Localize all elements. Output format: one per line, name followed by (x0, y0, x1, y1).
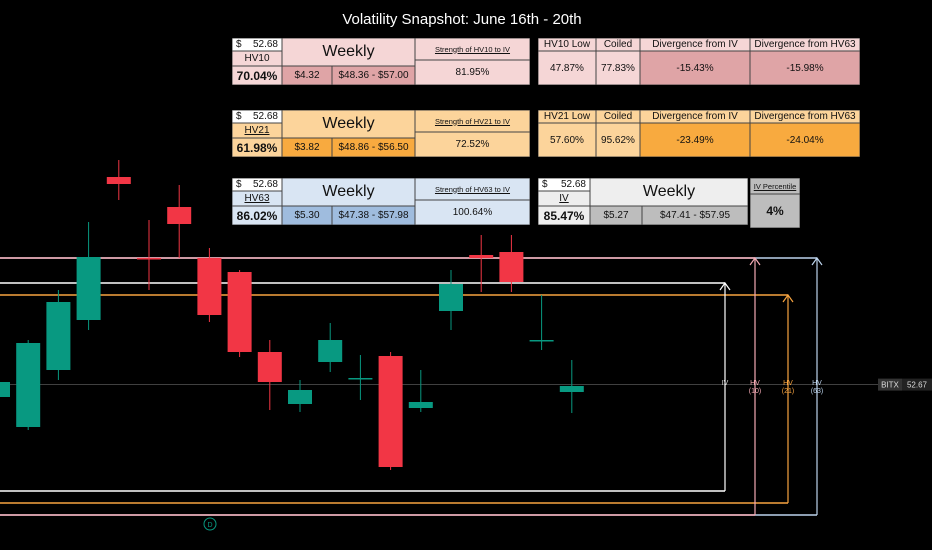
strength-value: 72.52% (415, 132, 530, 157)
candle-body (106, 177, 131, 184)
stat-header: Divergence from IV (640, 110, 750, 123)
candle-body (137, 258, 161, 260)
stat-header: Divergence from HV63 (750, 38, 860, 51)
candle-body (559, 386, 584, 392)
price: 52.68 (252, 39, 278, 50)
stat-value: -15.98% (750, 51, 860, 85)
stat-value: -15.43% (640, 51, 750, 85)
panel-label: IV (538, 191, 590, 206)
candle-body (167, 207, 192, 224)
stat-header: HV10 Low (538, 38, 596, 51)
panel-value: 86.02% (232, 206, 282, 225)
stat-value: 77.83% (596, 51, 640, 85)
period: Weekly (282, 38, 415, 66)
stat-value: 47.87% (538, 51, 596, 85)
symbol-label: BITX (881, 381, 899, 390)
price: 52.68 (252, 111, 278, 122)
expected-move: $5.30 (282, 206, 332, 225)
expected-range: $48.86 - $56.50 (332, 138, 415, 157)
candle-body (529, 340, 554, 342)
stat-header: Divergence from IV (640, 38, 750, 51)
price-cell: $52.68 (538, 178, 590, 191)
candle-body (257, 352, 282, 382)
stat-header: Divergence from HV63 (750, 110, 860, 123)
period: Weekly (282, 178, 415, 206)
stat-value: 57.60% (538, 123, 596, 157)
currency: $ (236, 111, 242, 122)
candle-body (16, 343, 41, 427)
currency: $ (236, 39, 242, 50)
currency: $ (542, 179, 548, 190)
expected-range: $47.41 - $57.95 (642, 206, 748, 225)
symbol-tag (878, 378, 902, 391)
level-label: HV (783, 380, 793, 387)
candle-body (46, 302, 71, 370)
arrow-head (811, 256, 823, 266)
price-cell: $52.68 (232, 38, 282, 51)
candle-body (227, 272, 252, 352)
level-label: HV (812, 380, 822, 387)
candle-body (469, 255, 494, 258)
panel-label: HV63 (232, 191, 282, 206)
panel-value: 70.04% (232, 66, 282, 85)
level-label: (10) (749, 388, 761, 395)
panel-value: 61.98% (232, 138, 282, 157)
candle-body (408, 402, 433, 408)
session-marker-label: D (207, 522, 212, 529)
level-label: IV (722, 380, 729, 387)
panel-label: HV10 (232, 51, 282, 66)
arrow-head (749, 256, 761, 266)
percentile-label: IV Percentile (750, 178, 800, 194)
strength-label: Strength of HV21 to IV (415, 110, 530, 132)
arrow-head (719, 281, 731, 291)
strength-value: 100.64% (415, 200, 530, 225)
candle-body (76, 257, 101, 320)
stat-header: HV21 Low (538, 110, 596, 123)
candle-body (499, 252, 524, 282)
price: 52.68 (560, 179, 586, 190)
stat-header: Coiled (596, 38, 640, 51)
candle-body (439, 284, 463, 311)
period: Weekly (282, 110, 415, 138)
level-label: (63) (811, 388, 823, 395)
stat-value: -23.49% (640, 123, 750, 157)
arrow-head (782, 293, 794, 303)
stat-header: Coiled (596, 110, 640, 123)
chart-title: Volatility Snapshot: June 16th - 20th (342, 11, 581, 28)
stat-value: -24.04% (750, 123, 860, 157)
candle-body (288, 390, 312, 404)
expected-move: $4.32 (282, 66, 332, 85)
session-marker (203, 517, 217, 531)
price-cell: $52.68 (232, 178, 282, 191)
expected-move: $5.27 (590, 206, 642, 225)
panel-value: 85.47% (538, 206, 590, 225)
price: 52.68 (252, 179, 278, 190)
expected-range: $48.36 - $57.00 (332, 66, 415, 85)
candle-body (0, 382, 10, 397)
level-label: (21) (782, 388, 794, 395)
price-tag (902, 378, 932, 391)
strength-value: 81.95% (415, 60, 530, 85)
price-label: 52.67 (907, 381, 928, 390)
period: Weekly (590, 178, 748, 206)
candle-body (348, 378, 373, 380)
expected-range: $47.38 - $57.98 (332, 206, 415, 225)
panel-label: HV21 (232, 123, 282, 138)
expected-move: $3.82 (282, 138, 332, 157)
price-cell: $52.68 (232, 110, 282, 123)
candle-body (318, 340, 343, 362)
level-label: HV (750, 380, 760, 387)
strength-label: Strength of HV63 to IV (415, 178, 530, 200)
candle-body (378, 356, 403, 467)
currency: $ (236, 179, 242, 190)
percentile-value: 4% (750, 194, 800, 228)
candle-body (197, 258, 222, 315)
strength-label: Strength of HV10 to IV (415, 38, 530, 60)
stat-value: 95.62% (596, 123, 640, 157)
